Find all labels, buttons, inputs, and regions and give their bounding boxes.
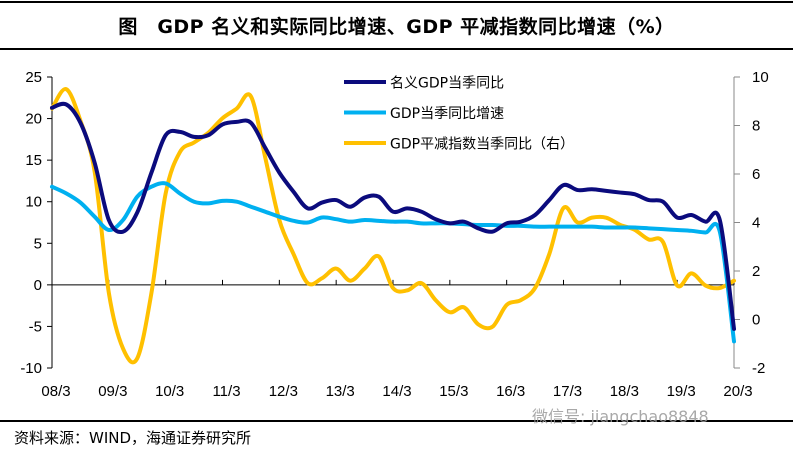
x-tick-label: 12/3 — [269, 383, 298, 400]
x-tick-label: 11/3 — [212, 383, 240, 400]
legend-label-0: 名义GDP当季同比 — [390, 76, 504, 92]
top-rule — [0, 1, 793, 3]
x-tick-label: 19/3 — [667, 383, 696, 400]
x-tick-label: 20/3 — [723, 383, 752, 400]
source-note: 资料来源：WIND，海通证券研究所 — [14, 429, 252, 447]
right-tick-label: 0 — [752, 312, 760, 329]
x-tick-label: 08/3 — [41, 383, 70, 400]
series-line-2 — [50, 87, 736, 365]
left-tick-label: -5 — [29, 318, 42, 335]
legend-label-2: GDP平减指数当季同比（右） — [390, 137, 574, 153]
watermark: 微信号: jiangchao8848 — [532, 407, 709, 426]
right-tick-label: 4 — [752, 215, 760, 232]
x-tick-label: 15/3 — [439, 383, 468, 400]
right-tick-label: -2 — [752, 360, 765, 377]
bottom-rule — [0, 420, 793, 422]
x-tick-label: 14/3 — [382, 383, 411, 400]
left-tick-label: 20 — [25, 111, 42, 128]
left-tick-label: 15 — [25, 152, 42, 169]
left-tick-label: 5 — [34, 235, 42, 252]
x-tick-label: 13/3 — [326, 383, 355, 400]
x-tick-label: 18/3 — [610, 383, 639, 400]
right-tick-label: 2 — [752, 263, 760, 280]
x-tick-label: 09/3 — [98, 383, 127, 400]
left-tick-label: 25 — [25, 69, 42, 86]
title-rule — [0, 48, 793, 50]
chart-title: 图 GDP 名义和实际同比增速、GDP 平减指数同比增速（%） — [118, 16, 675, 38]
right-tick-label: 8 — [752, 118, 760, 135]
right-tick-label: 10 — [752, 69, 769, 86]
legend: 名义GDP当季同比 GDP当季同比增速 GDP平减指数当季同比（右） — [344, 76, 574, 153]
left-tick-label: 10 — [25, 194, 42, 211]
left-tick-label: -10 — [20, 360, 42, 377]
x-tick-label: 17/3 — [553, 383, 582, 400]
right-tick-label: 6 — [752, 166, 760, 183]
left-tick-label: 0 — [34, 277, 42, 294]
x-tick-label: 16/3 — [496, 383, 525, 400]
legend-label-1: GDP当季同比增速 — [390, 106, 504, 122]
series-lines — [50, 87, 736, 365]
x-tick-label: 10/3 — [155, 383, 184, 400]
